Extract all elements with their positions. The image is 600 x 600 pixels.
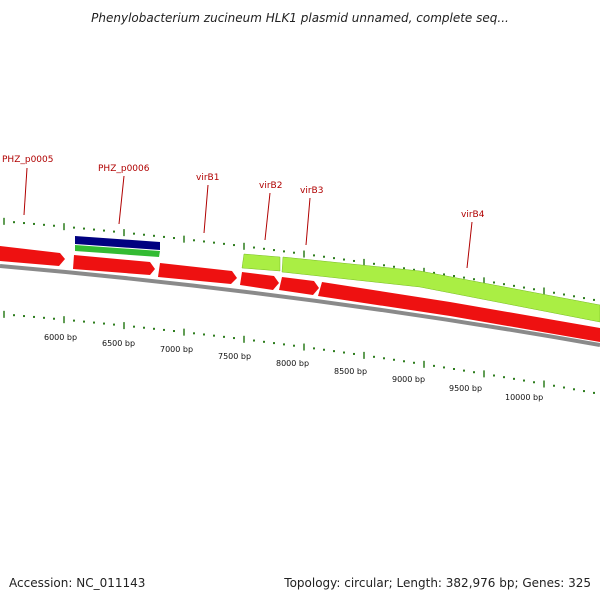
bp-label: 7500 bp <box>218 352 251 361</box>
bp-label: 9000 bp <box>392 375 425 384</box>
label-leader-virB3 <box>305 197 311 246</box>
bp-label: 8000 bp <box>276 359 309 368</box>
gene-label[interactable]: virB2 <box>259 181 282 191</box>
map-title: Phenylobacterium zucineum HLK1 plasmid u… <box>91 11 509 25</box>
gene-PHZ_p0005[interactable] <box>0 246 65 266</box>
gene-features[interactable] <box>0 236 600 342</box>
blue-feature[interactable] <box>75 236 160 250</box>
gene-virB1[interactable] <box>158 263 237 284</box>
label-leader-virB2 <box>264 192 271 241</box>
gene-virB3[interactable] <box>279 277 319 295</box>
gene-label-group: PHZ_p0005 PHZ_p0006 virB1 virB2 virB3 vi… <box>2 155 485 269</box>
bp-label: 9500 bp <box>449 384 482 393</box>
bp-label: 8500 bp <box>334 367 367 376</box>
bp-label: 10000 bp <box>505 393 543 402</box>
bp-label: 6500 bp <box>102 339 135 348</box>
gene-label[interactable]: virB4 <box>461 210 485 220</box>
virB-highlight-segment-1[interactable] <box>241 253 281 272</box>
gene-label[interactable]: virB1 <box>196 173 219 183</box>
label-leader-virB4 <box>466 221 473 269</box>
bp-scale-labels: 6000 bp 6500 bp 7000 bp 7500 bp 8000 bp … <box>44 333 543 402</box>
gene-virB4[interactable] <box>318 282 600 342</box>
accession-text: Accession: NC_011143 <box>9 576 146 590</box>
label-leader-PHZ_p0005 <box>23 167 28 216</box>
virB-highlight-segment-2[interactable] <box>281 256 600 323</box>
plasmid-backbone <box>0 264 600 347</box>
bp-label: 6000 bp <box>44 333 77 342</box>
green-feature[interactable] <box>75 245 160 257</box>
gene-virB2[interactable] <box>240 272 279 290</box>
label-leader-virB1 <box>203 184 209 234</box>
topology-summary: Topology: circular; Length: 382,976 bp; … <box>284 576 591 590</box>
inner-tick-track <box>3 310 595 394</box>
label-leader-PHZ_p0006 <box>118 175 125 225</box>
gene-PHZ_p0006[interactable] <box>73 255 155 275</box>
gene-label[interactable]: virB3 <box>300 186 323 196</box>
gene-label[interactable]: PHZ_p0006 <box>98 164 150 174</box>
gene-label[interactable]: PHZ_p0005 <box>2 155 53 165</box>
bp-label: 7000 bp <box>160 345 193 354</box>
